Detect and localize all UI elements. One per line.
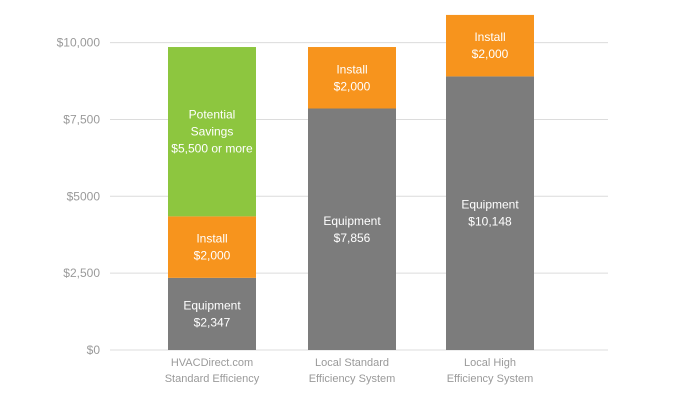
data-label: Install: [474, 30, 505, 44]
bar-segment-savings: [168, 47, 256, 217]
bar-stack: Equipment $2,347 Install $2,000 Potential Sav…: [168, 47, 256, 350]
y-tick-label: $5000: [67, 189, 101, 203]
bar-segment-install: [308, 47, 396, 109]
data-label: Install: [196, 232, 227, 246]
x-axis: HVACDirect.com Standard Efficiency Local S…: [165, 357, 534, 385]
x-category-label: Local High: [464, 357, 516, 369]
y-tick-label: $7,500: [63, 112, 100, 126]
data-label: $2,000: [334, 79, 371, 93]
bars: Equipment $2,347 Install $2,000 Potential Sav…: [168, 14, 534, 351]
y-tick-label: $0: [87, 343, 101, 357]
data-label: Savings: [191, 125, 234, 139]
data-label: Install: [336, 62, 367, 76]
data-label: $2,347: [194, 315, 231, 329]
data-label: $10,148: [468, 215, 512, 229]
data-label: Equipment: [323, 214, 381, 228]
y-axis: $0 $2,500 $5000 $7,500 $10,000: [57, 36, 101, 357]
data-label: Equipment: [461, 198, 519, 212]
bar-segment-equipment: [446, 76, 534, 350]
x-category-label: Efficiency System: [309, 373, 396, 385]
bar-segment-equipment: [308, 108, 396, 351]
bar-segment-install: [446, 14, 534, 77]
data-label: $2,000: [472, 47, 509, 61]
data-label: $2,000: [194, 249, 231, 263]
data-label: $7,856: [334, 231, 371, 245]
x-category-label: HVACDirect.com: [171, 357, 253, 369]
y-tick-label: $2,500: [63, 266, 100, 280]
data-label: Equipment: [183, 298, 241, 312]
y-tick-label: $10,000: [57, 36, 101, 50]
bar-segment-install: [168, 216, 256, 278]
x-category-label: Local Standard: [315, 357, 389, 369]
bar-stack: Equipment $10,148 Install $2,000: [446, 14, 534, 350]
x-category-label: Standard Efficiency: [165, 373, 260, 385]
data-label: $5,500 or more: [171, 142, 253, 156]
bar-segment-equipment: [168, 277, 256, 350]
bar-stack: Equipment $7,856 Install $2,000: [308, 47, 396, 351]
data-label: Potential: [189, 108, 236, 122]
x-category-label: Efficiency System: [447, 373, 534, 385]
